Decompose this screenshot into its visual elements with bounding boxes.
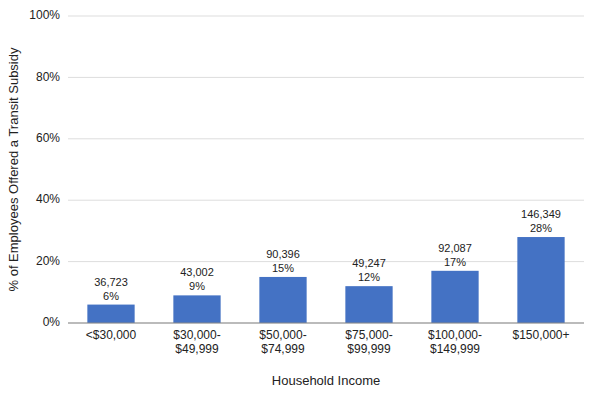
x-tick-label-line: $49,999	[175, 342, 219, 356]
data-label-percent: 9%	[189, 280, 205, 292]
bar	[173, 295, 220, 323]
y-tick-label: 20%	[36, 254, 60, 268]
x-axis: <$30,000$30,000-$49,999$50,000-$74,999$7…	[86, 328, 570, 356]
x-tick-label-line: $99,999	[347, 342, 391, 356]
x-tick-label-line: $100,000-	[428, 328, 482, 342]
data-label-count: 146,349	[521, 208, 561, 220]
x-tick-label: $100,000-$149,999	[428, 328, 482, 356]
x-tick-label-line: <$30,000	[86, 328, 137, 342]
bar	[87, 305, 134, 323]
grid-line	[68, 16, 584, 17]
chart-container: 0% 20% 40% 60% 80% 100% <$30,000 $30,000-$49,99…	[0, 0, 600, 395]
grid-line	[68, 261, 584, 262]
data-labels: 6% 36,723 9% 43,002 15% 90,396 12% 49,247 17% 92,…	[94, 208, 561, 302]
x-tick-label: $50,000-$74,999	[259, 328, 306, 356]
x-tick-label: $150,000+	[512, 328, 569, 342]
y-grid	[68, 16, 584, 323]
grid-line	[68, 138, 584, 139]
bar	[517, 237, 564, 323]
data-label-count: 36,723	[94, 276, 128, 288]
x-tick-label-line: $74,999	[261, 342, 305, 356]
data-label-count: 43,002	[180, 266, 214, 278]
x-tick-label-line: $50,000-	[259, 328, 306, 342]
data-label-percent: 17%	[444, 256, 466, 268]
x-axis-title: Household Income	[272, 373, 380, 388]
y-tick-label: 100%	[29, 8, 60, 22]
bars	[87, 237, 564, 323]
x-tick-label: $30,000-$49,999	[173, 328, 220, 356]
grid-line	[68, 323, 584, 324]
data-label-count: 92,087	[438, 242, 472, 254]
grid-line	[68, 200, 584, 201]
y-tick-label: 0%	[43, 315, 61, 329]
page: {"chart_data": {"type": "bar", "categori…	[0, 0, 600, 395]
chart-svg: 0% 20% 40% 60% 80% 100% <$30,000 $30,000-$49,99…	[0, 0, 600, 395]
data-label-count: 49,247	[352, 257, 386, 269]
grid-line	[68, 77, 584, 78]
y-tick-label: 60%	[36, 131, 60, 145]
y-tick-label: 80%	[36, 70, 60, 84]
data-label-count: 90,396	[266, 248, 300, 260]
x-tick-label-line: $75,000-	[345, 328, 392, 342]
x-tick-label-line: $149,999	[430, 342, 480, 356]
x-tick-label: <$30,000	[86, 328, 137, 342]
data-label-percent: 28%	[530, 222, 552, 234]
data-label-percent: 15%	[272, 262, 294, 274]
y-tick-label: 40%	[36, 192, 60, 206]
x-axis-line	[68, 323, 584, 324]
y-axis: 0% 20% 40% 60% 80% 100%	[29, 8, 60, 329]
data-label-percent: 12%	[358, 271, 380, 283]
bar	[259, 277, 306, 323]
bar	[431, 271, 478, 323]
x-tick-label-line: $150,000+	[512, 328, 569, 342]
x-tick-label: $75,000-$99,999	[345, 328, 392, 356]
data-label-percent: 6%	[103, 290, 119, 302]
bar	[345, 286, 392, 323]
x-tick-label-line: $30,000-	[173, 328, 220, 342]
y-axis-title: % of Employees Offered a Transit Subsidy	[6, 47, 21, 291]
